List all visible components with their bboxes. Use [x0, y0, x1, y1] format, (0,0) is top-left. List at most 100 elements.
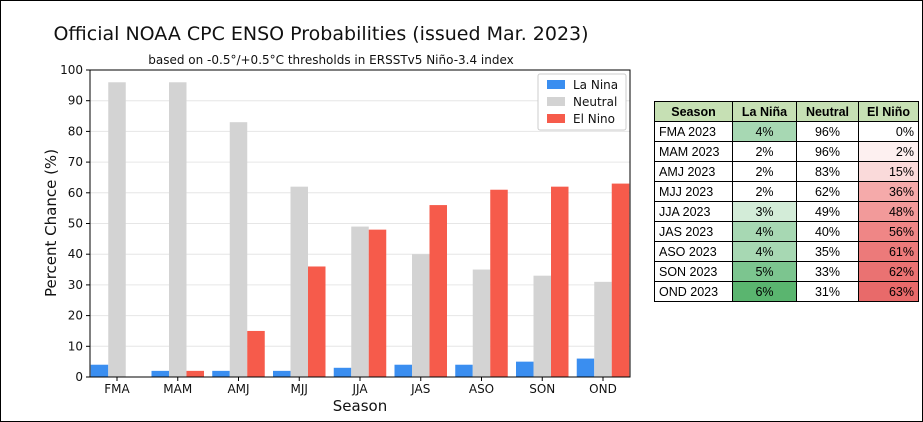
y-tick-label: 40 [68, 247, 83, 261]
bar-la-nina-jas [394, 364, 412, 377]
bar-neutral-aso [472, 269, 491, 377]
x-tick-label: MJJ [291, 382, 308, 396]
cell-la-nina: 4% [732, 121, 797, 142]
table-row: MJJ 2023 2% 62% 36% [654, 181, 919, 202]
y-tick-label: 20 [68, 309, 83, 323]
header-season: Season [654, 101, 733, 122]
x-tick-label: JJA [351, 382, 368, 396]
legend-label-el-nino: El Nino [573, 112, 615, 126]
x-tick-label: MAM [163, 382, 192, 396]
y-tick-label: 100 [60, 63, 83, 77]
bar-la-nina-mjj [273, 370, 291, 377]
cell-el-nino: 56% [858, 221, 919, 242]
table-row: JJA 2023 3% 49% 48% [654, 201, 919, 222]
cell-neutral: 96% [796, 141, 859, 162]
bar-el-nino-amj [247, 330, 265, 377]
header-la-nina: La Niña [732, 101, 797, 122]
x-tick-label: FMA [104, 382, 130, 396]
bar-el-nino-mjj [308, 266, 326, 377]
bar-la-nina-fma [90, 364, 109, 377]
chart-subtitle: based on -0.5°/+0.5°C thresholds in ERSS… [148, 53, 514, 67]
bar-el-nino-mam [186, 370, 204, 377]
cell-la-nina: 2% [732, 181, 797, 202]
legend-label-neutral: Neutral [573, 95, 617, 109]
bar-neutral-amj [229, 122, 248, 377]
bar-el-nino-jja [368, 229, 387, 377]
header-el-nino: El Niño [858, 101, 919, 122]
bar-el-nino-ond [611, 183, 630, 377]
table-row: ASO 2023 4% 35% 61% [654, 241, 919, 262]
cell-el-nino: 62% [858, 261, 919, 282]
legend-swatch-el-nino [547, 114, 565, 123]
y-tick-label: 80 [68, 124, 83, 138]
table-row: AMJ 2023 2% 83% 15% [654, 161, 919, 182]
cell-la-nina: 4% [732, 221, 797, 242]
cell-el-nino: 36% [858, 181, 919, 202]
bar-la-nina-jja [333, 367, 352, 377]
enso-probability-table: Season La Niña Neutral El Niño FMA 2023 4… [654, 101, 919, 302]
x-tick-label: SON [529, 382, 555, 396]
cell-el-nino: 2% [858, 141, 919, 162]
cell-season: AMJ 2023 [654, 161, 733, 182]
x-tick-label: ASO [469, 382, 494, 396]
cell-season: ASO 2023 [654, 241, 733, 262]
cell-el-nino: 61% [858, 241, 919, 262]
bar-neutral-jas [412, 254, 430, 377]
table-row: OND 2023 6% 31% 63% [654, 281, 919, 302]
cell-neutral: 33% [796, 261, 859, 282]
bar-chart: 0 10 20 30 40 50 60 70 80 90 100 FMA MAM AMJ MJJ JJA JAS… [42, 63, 631, 415]
bar-el-nino-jas [429, 205, 447, 377]
chart-legend: La Nina Neutral El Nino [537, 73, 627, 131]
y-tick-label: 60 [68, 186, 83, 200]
y-tick-label: 90 [68, 94, 83, 108]
y-tick-label: 70 [68, 155, 83, 169]
bar-neutral-jja [351, 226, 369, 377]
table-header-row: Season La Niña Neutral El Niño [654, 101, 919, 122]
cell-el-nino: 63% [858, 281, 919, 302]
cell-el-nino: 48% [858, 201, 919, 222]
cell-season: JAS 2023 [654, 221, 733, 242]
cell-la-nina: 2% [732, 141, 797, 162]
legend-swatch-neutral [547, 97, 565, 106]
bar-el-nino-son [551, 186, 569, 377]
cell-neutral: 40% [796, 221, 859, 242]
legend-swatch-la-nina [547, 80, 565, 89]
bar-la-nina-ond [576, 358, 595, 377]
bar-la-nina-aso [455, 364, 473, 377]
x-tick-label: JAS [410, 382, 430, 396]
cell-la-nina: 4% [732, 241, 797, 262]
cell-season: OND 2023 [654, 281, 733, 302]
bar-neutral-ond [594, 281, 612, 377]
chart-title: Official NOAA CPC ENSO Probabilities (is… [53, 23, 589, 45]
table-row: JAS 2023 4% 40% 56% [654, 221, 919, 242]
bar-la-nina-amj [212, 370, 230, 377]
cell-la-nina: 6% [732, 281, 797, 302]
bar-neutral-mam [169, 82, 187, 377]
cell-season: JJA 2023 [654, 201, 733, 222]
bar-neutral-son [533, 275, 551, 377]
x-tick-label: OND [589, 382, 617, 396]
y-tick-label: 50 [68, 217, 83, 231]
header-neutral: Neutral [796, 101, 859, 122]
cell-el-nino: 0% [858, 121, 919, 142]
legend-label-la-nina: La Nina [573, 78, 618, 92]
y-tick-label: 0 [75, 370, 83, 384]
bar-la-nina-mam [151, 370, 169, 377]
x-tick-label: AMJ [227, 382, 249, 396]
cell-neutral: 35% [796, 241, 859, 262]
bar-el-nino-aso [490, 189, 508, 377]
cell-la-nina: 3% [732, 201, 797, 222]
cell-neutral: 83% [796, 161, 859, 182]
cell-neutral: 49% [796, 201, 859, 222]
bar-neutral-fma [108, 82, 126, 377]
y-axis-title: Percent Chance (%) [42, 149, 60, 297]
cell-season: MAM 2023 [654, 141, 733, 162]
table-row: FMA 2023 4% 96% 0% [654, 121, 919, 142]
cell-season: FMA 2023 [654, 121, 733, 142]
y-tick-label: 10 [68, 339, 83, 353]
table-row: SON 2023 5% 33% 62% [654, 261, 919, 282]
cell-neutral: 96% [796, 121, 859, 142]
x-axis-title: Season [333, 397, 387, 415]
cell-neutral: 31% [796, 281, 859, 302]
bar-neutral-mjj [290, 186, 308, 377]
